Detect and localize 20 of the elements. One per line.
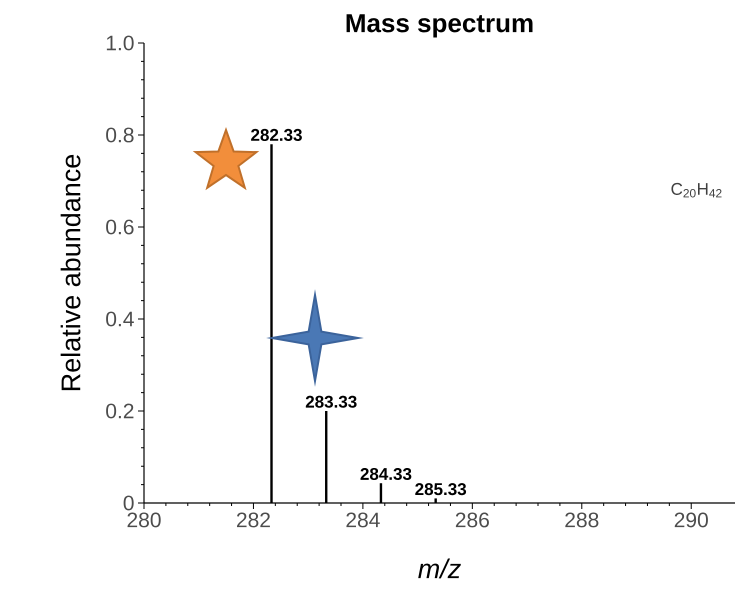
chart-title: Mass spectrum bbox=[346, 14, 532, 38]
x-tick-label: 290 bbox=[674, 512, 708, 528]
x-axis-title: m/z bbox=[418, 558, 461, 578]
annotation: 285.33 bbox=[415, 483, 466, 496]
annotation: 284.33 bbox=[360, 468, 412, 480]
annotation: 282.33 bbox=[251, 128, 302, 141]
annotation: C$_{20}$H$_{42}$ bbox=[671, 182, 722, 198]
x-tick-label: 280 bbox=[128, 512, 161, 528]
x-tick-label: 286 bbox=[456, 512, 489, 528]
y-tick-label: 0.4 bbox=[106, 312, 134, 326]
y-tick-label: 0.6 bbox=[106, 220, 134, 234]
y-axis-title: Relative abundance bbox=[60, 154, 80, 390]
x-tick-label: 284 bbox=[346, 512, 380, 528]
y-tick-label: 0.2 bbox=[106, 404, 134, 418]
x-tick-label: 282 bbox=[236, 512, 270, 528]
y-tick-label: 0 bbox=[124, 496, 134, 510]
y-tick-label: 1.0 bbox=[106, 36, 134, 50]
annotation: 283.33 bbox=[306, 396, 357, 408]
y-tick-label: 0.8 bbox=[106, 128, 134, 142]
x-tick-label: 288 bbox=[565, 512, 598, 528]
